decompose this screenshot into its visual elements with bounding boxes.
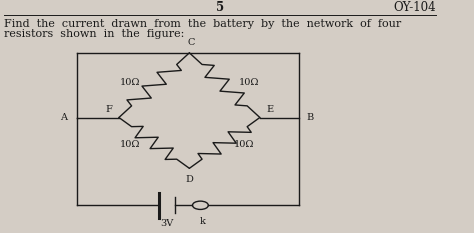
Text: 10Ω: 10Ω bbox=[238, 78, 259, 87]
Text: 10Ω: 10Ω bbox=[234, 140, 255, 149]
Text: 10Ω: 10Ω bbox=[119, 78, 140, 87]
Text: OY-104: OY-104 bbox=[393, 1, 436, 14]
Text: A: A bbox=[60, 113, 67, 122]
Text: E: E bbox=[266, 105, 273, 114]
Text: 10Ω: 10Ω bbox=[119, 140, 140, 149]
Text: Find  the  current  drawn  from  the  battery  by  the  network  of  four: Find the current drawn from the battery … bbox=[4, 19, 401, 29]
Text: 5: 5 bbox=[216, 1, 224, 14]
Text: resistors  shown  in  the  figure:: resistors shown in the figure: bbox=[4, 29, 185, 39]
Text: D: D bbox=[185, 175, 193, 184]
Text: k: k bbox=[200, 217, 206, 226]
Text: F: F bbox=[105, 105, 112, 114]
Text: B: B bbox=[306, 113, 313, 122]
Text: 3V: 3V bbox=[161, 219, 174, 228]
Text: C: C bbox=[188, 38, 195, 47]
